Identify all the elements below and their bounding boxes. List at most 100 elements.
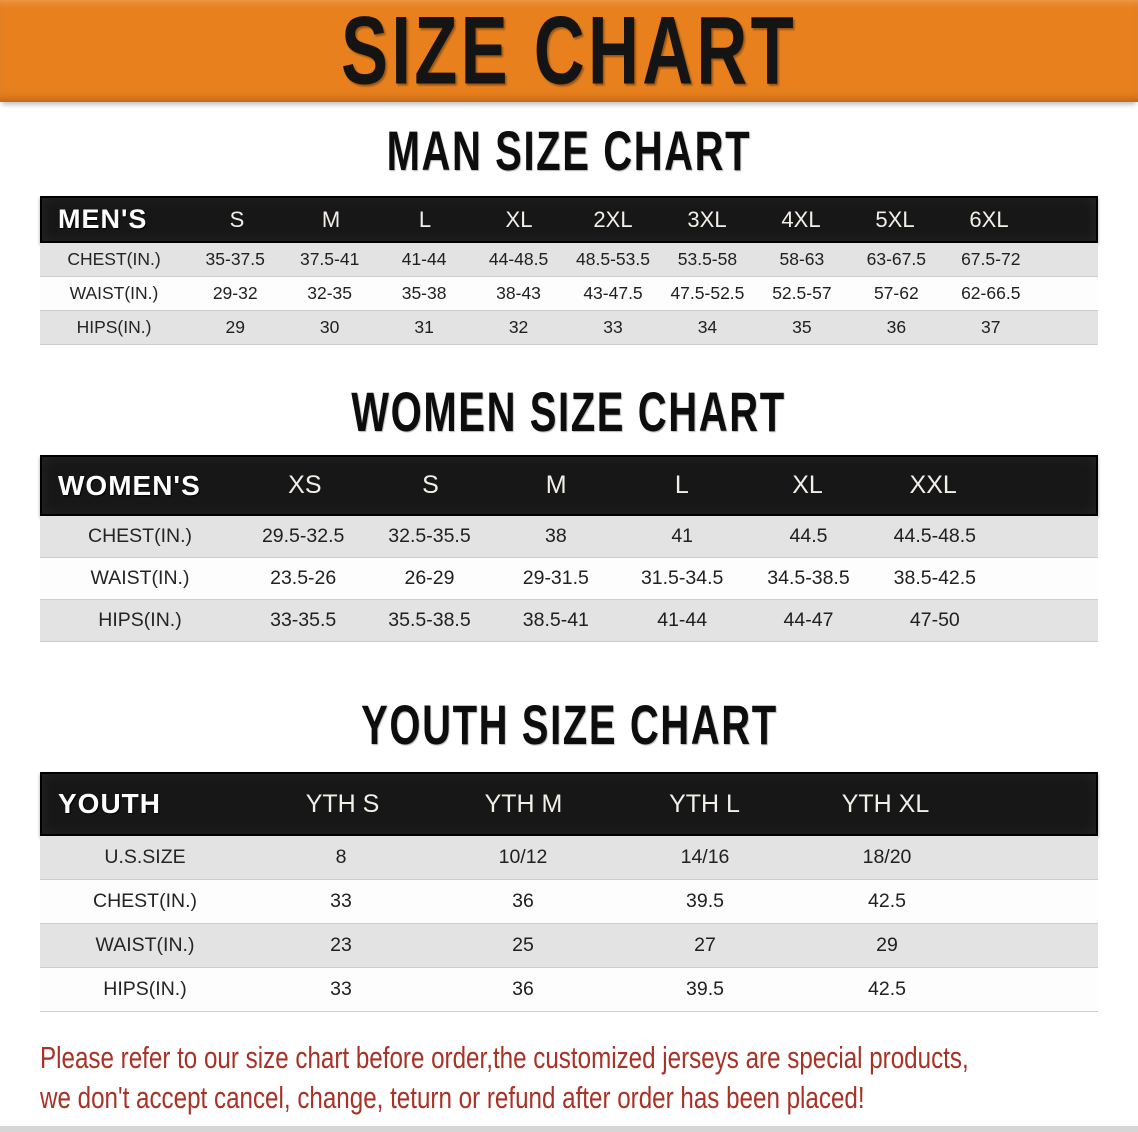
cell-value: 43-47.5 — [583, 283, 643, 303]
cell-value: 35.5-38.5 — [388, 609, 471, 631]
cell-value: 38-43 — [496, 283, 541, 303]
cell-value: 32.5-35.5 — [388, 525, 471, 547]
table-row: HIPS(IN.) 33 36 39.5 42.5 — [40, 968, 1098, 1012]
cell-value: 47.5-52.5 — [670, 283, 745, 303]
cell-value: 38.5-42.5 — [893, 567, 977, 589]
cell-value: 62-66.5 — [961, 283, 1021, 303]
table-header-row: YOUTH YTH S YTH M YTH L YTH XL — [40, 772, 1098, 836]
men-size-table: MEN'S S M L XL 2XL 3XL 4XL 5XL 6XL CHEST(IN.) 35-37… — [40, 196, 1098, 345]
cell-value: 29-32 — [212, 283, 258, 303]
cell-value: 47-50 — [909, 609, 960, 631]
cell-value: 10/12 — [498, 846, 548, 868]
cell-value: 41-44 — [657, 609, 708, 631]
cell-value: 44-47 — [783, 609, 834, 631]
row-label: CHEST(IN.) — [67, 249, 161, 269]
row-label: WAIST(IN.) — [90, 567, 190, 589]
column-header: M — [545, 471, 567, 499]
cell-value: 52.5-57 — [772, 283, 832, 303]
column-header: 5XL — [875, 206, 915, 232]
column-header: YTH XL — [841, 789, 930, 818]
cell-value: 34.5-38.5 — [767, 567, 850, 589]
men-section-title: MAN SIZE CHART — [40, 119, 1098, 183]
cell-value: 31 — [414, 317, 434, 337]
cell-value: 29 — [225, 317, 245, 337]
cell-value: 57-62 — [873, 283, 919, 303]
column-header: XL — [792, 471, 823, 499]
cell-value: 44-48.5 — [488, 249, 549, 269]
cell-value: 23.5-26 — [270, 567, 337, 589]
cell-value: 36 — [512, 978, 534, 1000]
cell-value: 37.5-41 — [299, 249, 360, 269]
column-header: XXL — [909, 471, 957, 499]
women-section-title: WOMEN SIZE CHART — [40, 380, 1098, 444]
cell-value: 35-37.5 — [205, 249, 265, 269]
women-section-title-text: WOMEN SIZE CHART — [351, 380, 787, 444]
cell-value: 29 — [876, 934, 898, 956]
row-label: HIPS(IN.) — [103, 978, 187, 1000]
row-label: WAIST(IN.) — [95, 934, 195, 956]
table-row: WAIST(IN.) 29-32 32-35 35-38 38-43 43-47.5 47.… — [40, 277, 1098, 311]
cell-value: 32 — [508, 317, 529, 337]
row-label: HIPS(IN.) — [98, 609, 182, 631]
charts-area: MAN SIZE CHART MEN'S S M L XL 2XL 3XL 4XL 5XL 6XL… — [0, 119, 1138, 1012]
cell-value: 41-44 — [401, 249, 447, 269]
column-header: 4XL — [781, 206, 821, 232]
cell-value: 37 — [981, 317, 1001, 337]
youth-section-title: YOUTH SIZE CHART — [40, 697, 1098, 753]
column-header: YTH M — [484, 789, 563, 818]
row-label: WAIST(IN.) — [69, 283, 159, 303]
banner: SIZE CHART — [0, 0, 1138, 102]
cell-value: 29-31.5 — [522, 567, 589, 589]
cell-value: 44.5-48.5 — [893, 525, 977, 547]
order-notice-line-2: we don't accept cancel, change, teturn o… — [40, 1080, 865, 1115]
women-size-table: WOMEN'S XS S M L XL XXL CHEST(IN.) 29.5-32.5 32.5… — [40, 455, 1098, 642]
cell-value: 42.5 — [868, 890, 906, 912]
cell-value: 18/20 — [862, 846, 912, 868]
row-label: U.S.SIZE — [104, 846, 186, 868]
cell-value: 23 — [330, 934, 352, 956]
cell-value: 33-35.5 — [270, 609, 337, 631]
column-header: XS — [288, 471, 322, 499]
row-label: CHEST(IN.) — [88, 525, 192, 547]
cell-value: 33 — [330, 978, 352, 1000]
table-header-label: YOUTH — [58, 788, 161, 819]
table-row: HIPS(IN.) 29 30 31 32 33 34 35 36 37 — [40, 311, 1098, 345]
table-header-label: MEN'S — [58, 204, 148, 234]
cell-value: 31.5-34.5 — [640, 567, 724, 589]
men-section-title-text: MAN SIZE CHART — [386, 119, 752, 183]
cell-value: 34 — [697, 317, 718, 337]
order-notice: Please refer to our size chart before or… — [40, 1038, 1138, 1118]
table-row: CHEST(IN.) 33 36 39.5 42.5 — [40, 880, 1098, 924]
table-row: HIPS(IN.) 33-35.5 35.5-38.5 38.5-41 41-44 44-… — [40, 600, 1098, 642]
column-header: YTH S — [305, 789, 380, 818]
table-header-row: MEN'S S M L XL 2XL 3XL 4XL 5XL 6XL — [40, 196, 1098, 243]
cell-value: 26-29 — [404, 567, 455, 589]
cell-value: 63-67.5 — [866, 249, 926, 269]
cell-value: 33 — [330, 890, 352, 912]
row-label: CHEST(IN.) — [93, 890, 197, 912]
table-header-row: WOMEN'S XS S M L XL XXL — [40, 455, 1098, 516]
cell-value: 29.5-32.5 — [261, 525, 345, 547]
cell-value: 38.5-41 — [522, 609, 589, 631]
cell-value: 67.5-72 — [961, 249, 1021, 269]
cell-value: 58-63 — [779, 249, 825, 269]
cell-value: 53.5-58 — [677, 249, 738, 269]
column-header: S — [229, 206, 245, 232]
cell-value: 30 — [319, 317, 340, 337]
cell-value: 38 — [544, 525, 567, 547]
cell-value: 27 — [694, 934, 716, 956]
table-row: U.S.SIZE 8 10/12 14/16 18/20 — [40, 836, 1098, 880]
cell-value: 35-38 — [401, 283, 447, 303]
column-header: 2XL — [593, 206, 633, 232]
table-row: CHEST(IN.) 35-37.5 37.5-41 41-44 44-48.5 48.5… — [40, 243, 1098, 277]
cell-value: 48.5-53.5 — [576, 249, 650, 269]
cell-value: 42.5 — [868, 978, 906, 1000]
youth-size-table: YOUTH YTH S YTH M YTH L YTH XL U.S.SIZE 8 10/12… — [40, 772, 1098, 1012]
cell-value: 41 — [671, 525, 694, 547]
table-header-label: WOMEN'S — [58, 469, 201, 501]
cell-value: 32-35 — [307, 283, 353, 303]
row-label: HIPS(IN.) — [76, 317, 152, 337]
cell-value: 25 — [512, 934, 534, 956]
cell-value: 39.5 — [686, 978, 724, 1000]
